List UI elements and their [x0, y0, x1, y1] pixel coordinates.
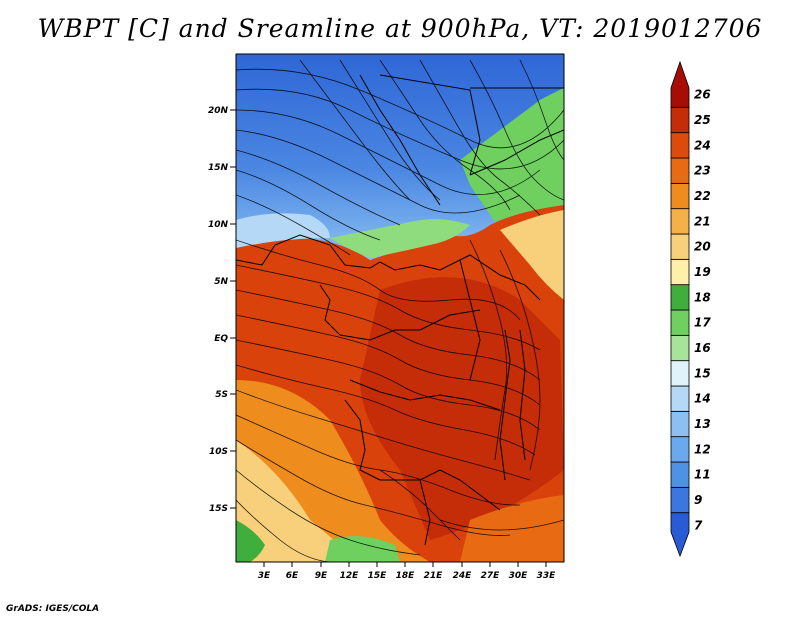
colorbar-segment	[670, 284, 690, 311]
grads-credit: GrADS: IGES/COLA	[6, 604, 100, 614]
lat-label: 10S	[209, 447, 228, 457]
southwest-yellow-zone	[236, 440, 360, 562]
colorbar-segment	[670, 309, 690, 336]
colorbar: 7 9 11 12 13 14 15 16 17 18 19 20 21 22 23 24 25 26	[670, 60, 711, 558]
colorbar-bottom-arrow	[670, 512, 690, 558]
colorbar-label: 25	[694, 113, 711, 127]
lon-label: 6E	[286, 571, 299, 581]
lat-label: 15N	[208, 163, 229, 173]
colorbar-label: 9	[694, 493, 702, 507]
lon-label: 33E	[537, 571, 557, 581]
lon-label: 21E	[424, 571, 444, 581]
colorbar-segment	[670, 360, 690, 387]
colorbar-label: 12	[694, 442, 711, 456]
colorbar-labels: 7 9 11 12 13 14 15 16 17 18 19 20 21 22 23 24 25 26	[694, 88, 711, 533]
colorbar-segment	[670, 486, 690, 514]
colorbar-label: 17	[694, 316, 711, 330]
colorbar-label: 26	[694, 88, 711, 102]
map-panel	[236, 54, 564, 562]
colorbar-label: 19	[694, 265, 711, 279]
lon-label: 27E	[481, 571, 501, 581]
colorbar-label: 22	[694, 189, 711, 203]
colorbar-label: 13	[694, 417, 711, 431]
southwest-green-zone	[236, 520, 265, 562]
colorbar-segment	[670, 208, 690, 235]
lon-label: 24E	[453, 571, 473, 581]
colorbar-segment	[670, 334, 690, 362]
lat-label: 5N	[214, 277, 228, 287]
lat-label: 20N	[208, 106, 229, 116]
colorbar-segment	[670, 106, 690, 134]
colorbar-label: 11	[694, 468, 711, 482]
colorbar-segment	[670, 132, 690, 159]
sahel-green-band	[330, 219, 470, 258]
colorbar-segment	[670, 157, 690, 184]
east-yellow-zone	[500, 210, 564, 300]
lon-label: 30E	[509, 571, 529, 581]
lon-label: 12E	[340, 571, 360, 581]
colorbar-segments	[670, 60, 690, 558]
lat-label: 10N	[208, 220, 229, 230]
colorbar-segment	[670, 258, 690, 286]
longitude-axis: 3E 6E 9E 12E 15E 18E 21E 24E 27E 30E 33E	[258, 562, 556, 581]
west-light-band	[236, 213, 330, 248]
lon-label: 15E	[368, 571, 388, 581]
colorbar-segment	[670, 385, 690, 412]
colorbar-segment	[670, 461, 690, 488]
lon-label: 18E	[396, 571, 416, 581]
east-green-band	[460, 88, 564, 222]
colorbar-label: 14	[694, 392, 711, 406]
lat-label: EQ	[214, 334, 228, 344]
colorbar-segment	[670, 436, 690, 463]
colorbar-label: 18	[694, 290, 711, 304]
lon-label: 3E	[258, 571, 271, 581]
lon-label: 9E	[315, 571, 328, 581]
chart-title: WBPT [C] and Sreamline at 900hPa, VT: 20…	[37, 14, 763, 43]
lat-label: 5S	[215, 390, 228, 400]
streamlines	[236, 59, 564, 562]
colorbar-label: 7	[694, 518, 703, 532]
southeast-orange-zone	[460, 495, 564, 562]
map-frame	[235, 53, 565, 563]
colorbar-label: 21	[694, 214, 711, 228]
colorbar-segment	[670, 410, 690, 438]
colorbar-label: 16	[694, 341, 711, 355]
north-cool-region	[236, 54, 564, 260]
colorbar-segment	[670, 233, 690, 260]
colorbar-segment	[670, 182, 690, 210]
colorbar-label: 15	[694, 366, 711, 380]
lat-label: 15S	[209, 504, 228, 514]
colorbar-label: 23	[694, 164, 711, 178]
latitude-axis: 20N 15N 10N 5N EQ 5S 10S 15S	[208, 106, 236, 514]
central-hot-core	[360, 277, 564, 540]
country-borders	[236, 74, 564, 546]
south-green-patch	[325, 536, 400, 562]
colorbar-label: 24	[694, 138, 711, 152]
colorbar-top-arrow	[670, 60, 690, 108]
colorbar-label: 20	[694, 240, 711, 254]
